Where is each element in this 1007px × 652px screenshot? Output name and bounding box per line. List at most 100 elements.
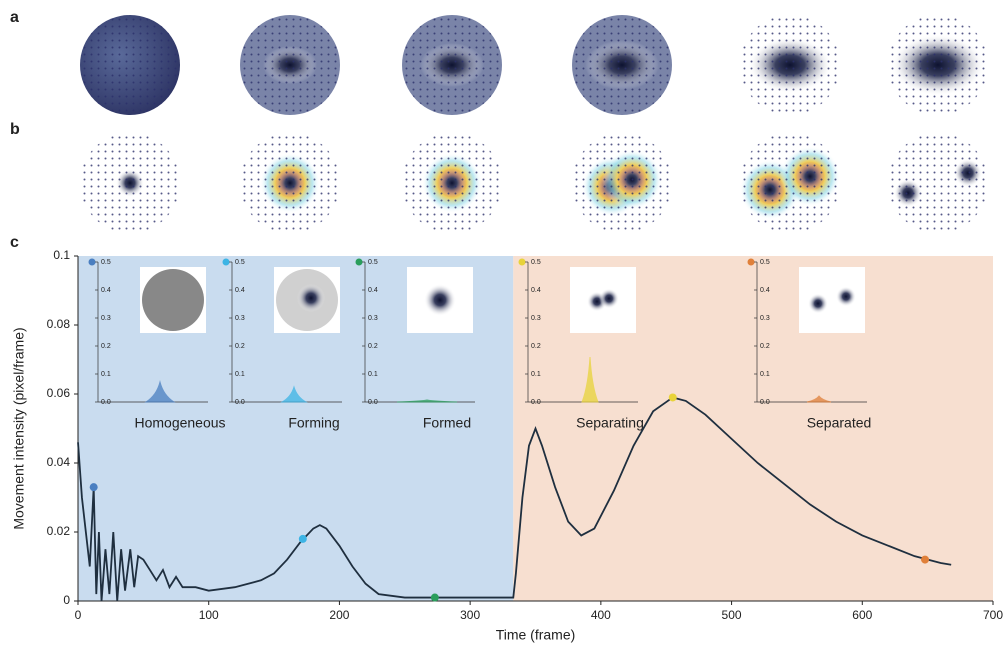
img xyxy=(424,284,456,316)
inset-tick-label: 0.3 xyxy=(760,315,770,322)
y-tick-label: 0.02 xyxy=(47,524,71,538)
inset-tick-label: 0.5 xyxy=(101,259,111,266)
phase-marker xyxy=(431,594,439,602)
inset-tick-label: 0.4 xyxy=(368,287,378,294)
inset-tick-label: 0.3 xyxy=(368,315,378,322)
inset-tick-label: 0.3 xyxy=(101,315,111,322)
dots xyxy=(240,15,340,115)
clip xyxy=(572,15,672,115)
inset-key xyxy=(519,259,526,266)
inset-key xyxy=(223,259,230,266)
inset-tick-label: 0.0 xyxy=(368,399,378,406)
clip xyxy=(240,15,340,115)
inset-tick-label: 0.2 xyxy=(531,343,541,350)
inset-tick-label: 0.1 xyxy=(531,371,541,378)
phase-marker xyxy=(921,556,929,564)
inset-tick-label: 0.1 xyxy=(235,371,245,378)
clip xyxy=(740,15,840,115)
x-tick-label: 100 xyxy=(199,608,219,622)
y-tick-label: 0 xyxy=(63,593,70,607)
panel-label: b xyxy=(10,121,20,138)
field-b xyxy=(402,133,502,233)
inset-key xyxy=(89,259,96,266)
x-tick-label: 600 xyxy=(852,608,872,622)
clip xyxy=(572,133,672,233)
clip xyxy=(240,133,340,233)
inset-tick-label: 0.1 xyxy=(101,371,111,378)
img xyxy=(297,284,325,312)
inset-key xyxy=(356,259,363,266)
phase-marker xyxy=(669,393,677,401)
field-a xyxy=(888,15,988,115)
x-tick-label: 400 xyxy=(591,608,611,622)
inset-tick-label: 0.3 xyxy=(235,315,245,322)
inset-tick-label: 0.0 xyxy=(235,399,245,406)
field-b xyxy=(740,133,840,233)
clip xyxy=(888,15,988,115)
panel-label: a xyxy=(10,9,19,26)
dots xyxy=(572,133,672,233)
inset-tick-label: 0.2 xyxy=(101,343,111,350)
clip xyxy=(80,133,180,233)
y-axis-label: Movement intensity (pixel/frame) xyxy=(11,327,27,529)
img xyxy=(808,294,828,314)
inset-tick-label: 0.0 xyxy=(760,399,770,406)
dots xyxy=(80,15,180,115)
y-tick-label: 0.1 xyxy=(53,248,70,262)
dots xyxy=(402,133,502,233)
y-tick-label: 0.06 xyxy=(47,386,71,400)
inset-tick-label: 0.2 xyxy=(235,343,245,350)
clip xyxy=(402,15,502,115)
phase-marker xyxy=(299,535,307,543)
field-images xyxy=(80,15,988,233)
figure: a b c 010020030040050060070000.020.040.0… xyxy=(0,0,1007,652)
field-a xyxy=(402,15,502,115)
inset-tick-label: 0.4 xyxy=(101,287,111,294)
dots xyxy=(402,15,502,115)
inset-label: Formed xyxy=(423,415,471,431)
field-b xyxy=(80,133,180,233)
inset-label: Homogeneous xyxy=(134,415,225,431)
inset-tick-label: 0.0 xyxy=(101,399,111,406)
inset-tick-label: 0.0 xyxy=(531,399,541,406)
field-b xyxy=(888,133,988,233)
inset-tick-label: 0.5 xyxy=(760,259,770,266)
x-tick-label: 700 xyxy=(983,608,1003,622)
inset-tick-label: 0.5 xyxy=(531,259,541,266)
x-tick-label: 500 xyxy=(722,608,742,622)
inset-label: Forming xyxy=(288,415,339,431)
inset-tick-label: 0.1 xyxy=(368,371,378,378)
inset-tick-label: 0.5 xyxy=(368,259,378,266)
field-b xyxy=(240,133,340,233)
field-a xyxy=(80,15,180,115)
inset-label: Separated xyxy=(807,415,872,431)
field-a xyxy=(240,15,340,115)
inset-tick-label: 0.4 xyxy=(235,287,245,294)
dots xyxy=(572,15,672,115)
img xyxy=(599,289,619,309)
clip xyxy=(740,133,840,233)
img xyxy=(142,269,204,331)
inset-tick-label: 0.3 xyxy=(531,315,541,322)
inset-tick-label: 0.5 xyxy=(235,259,245,266)
dots xyxy=(888,133,988,233)
clip xyxy=(402,133,502,233)
img xyxy=(836,287,856,307)
panel-label: c xyxy=(10,234,19,251)
dots xyxy=(740,133,840,233)
dots xyxy=(80,133,180,233)
inset-tick-label: 0.2 xyxy=(368,343,378,350)
inset-tick-label: 0.4 xyxy=(531,287,541,294)
field-b xyxy=(572,133,672,233)
x-axis-label: Time (frame) xyxy=(496,627,576,643)
clip xyxy=(80,15,180,115)
y-tick-label: 0.08 xyxy=(47,317,71,331)
y-tick-label: 0.04 xyxy=(47,455,71,469)
field-a xyxy=(572,15,672,115)
inset-tick-label: 0.2 xyxy=(760,343,770,350)
field-a xyxy=(740,15,840,115)
phase-marker xyxy=(90,483,98,491)
inset-tick-label: 0.1 xyxy=(760,371,770,378)
x-tick-label: 0 xyxy=(75,608,82,622)
